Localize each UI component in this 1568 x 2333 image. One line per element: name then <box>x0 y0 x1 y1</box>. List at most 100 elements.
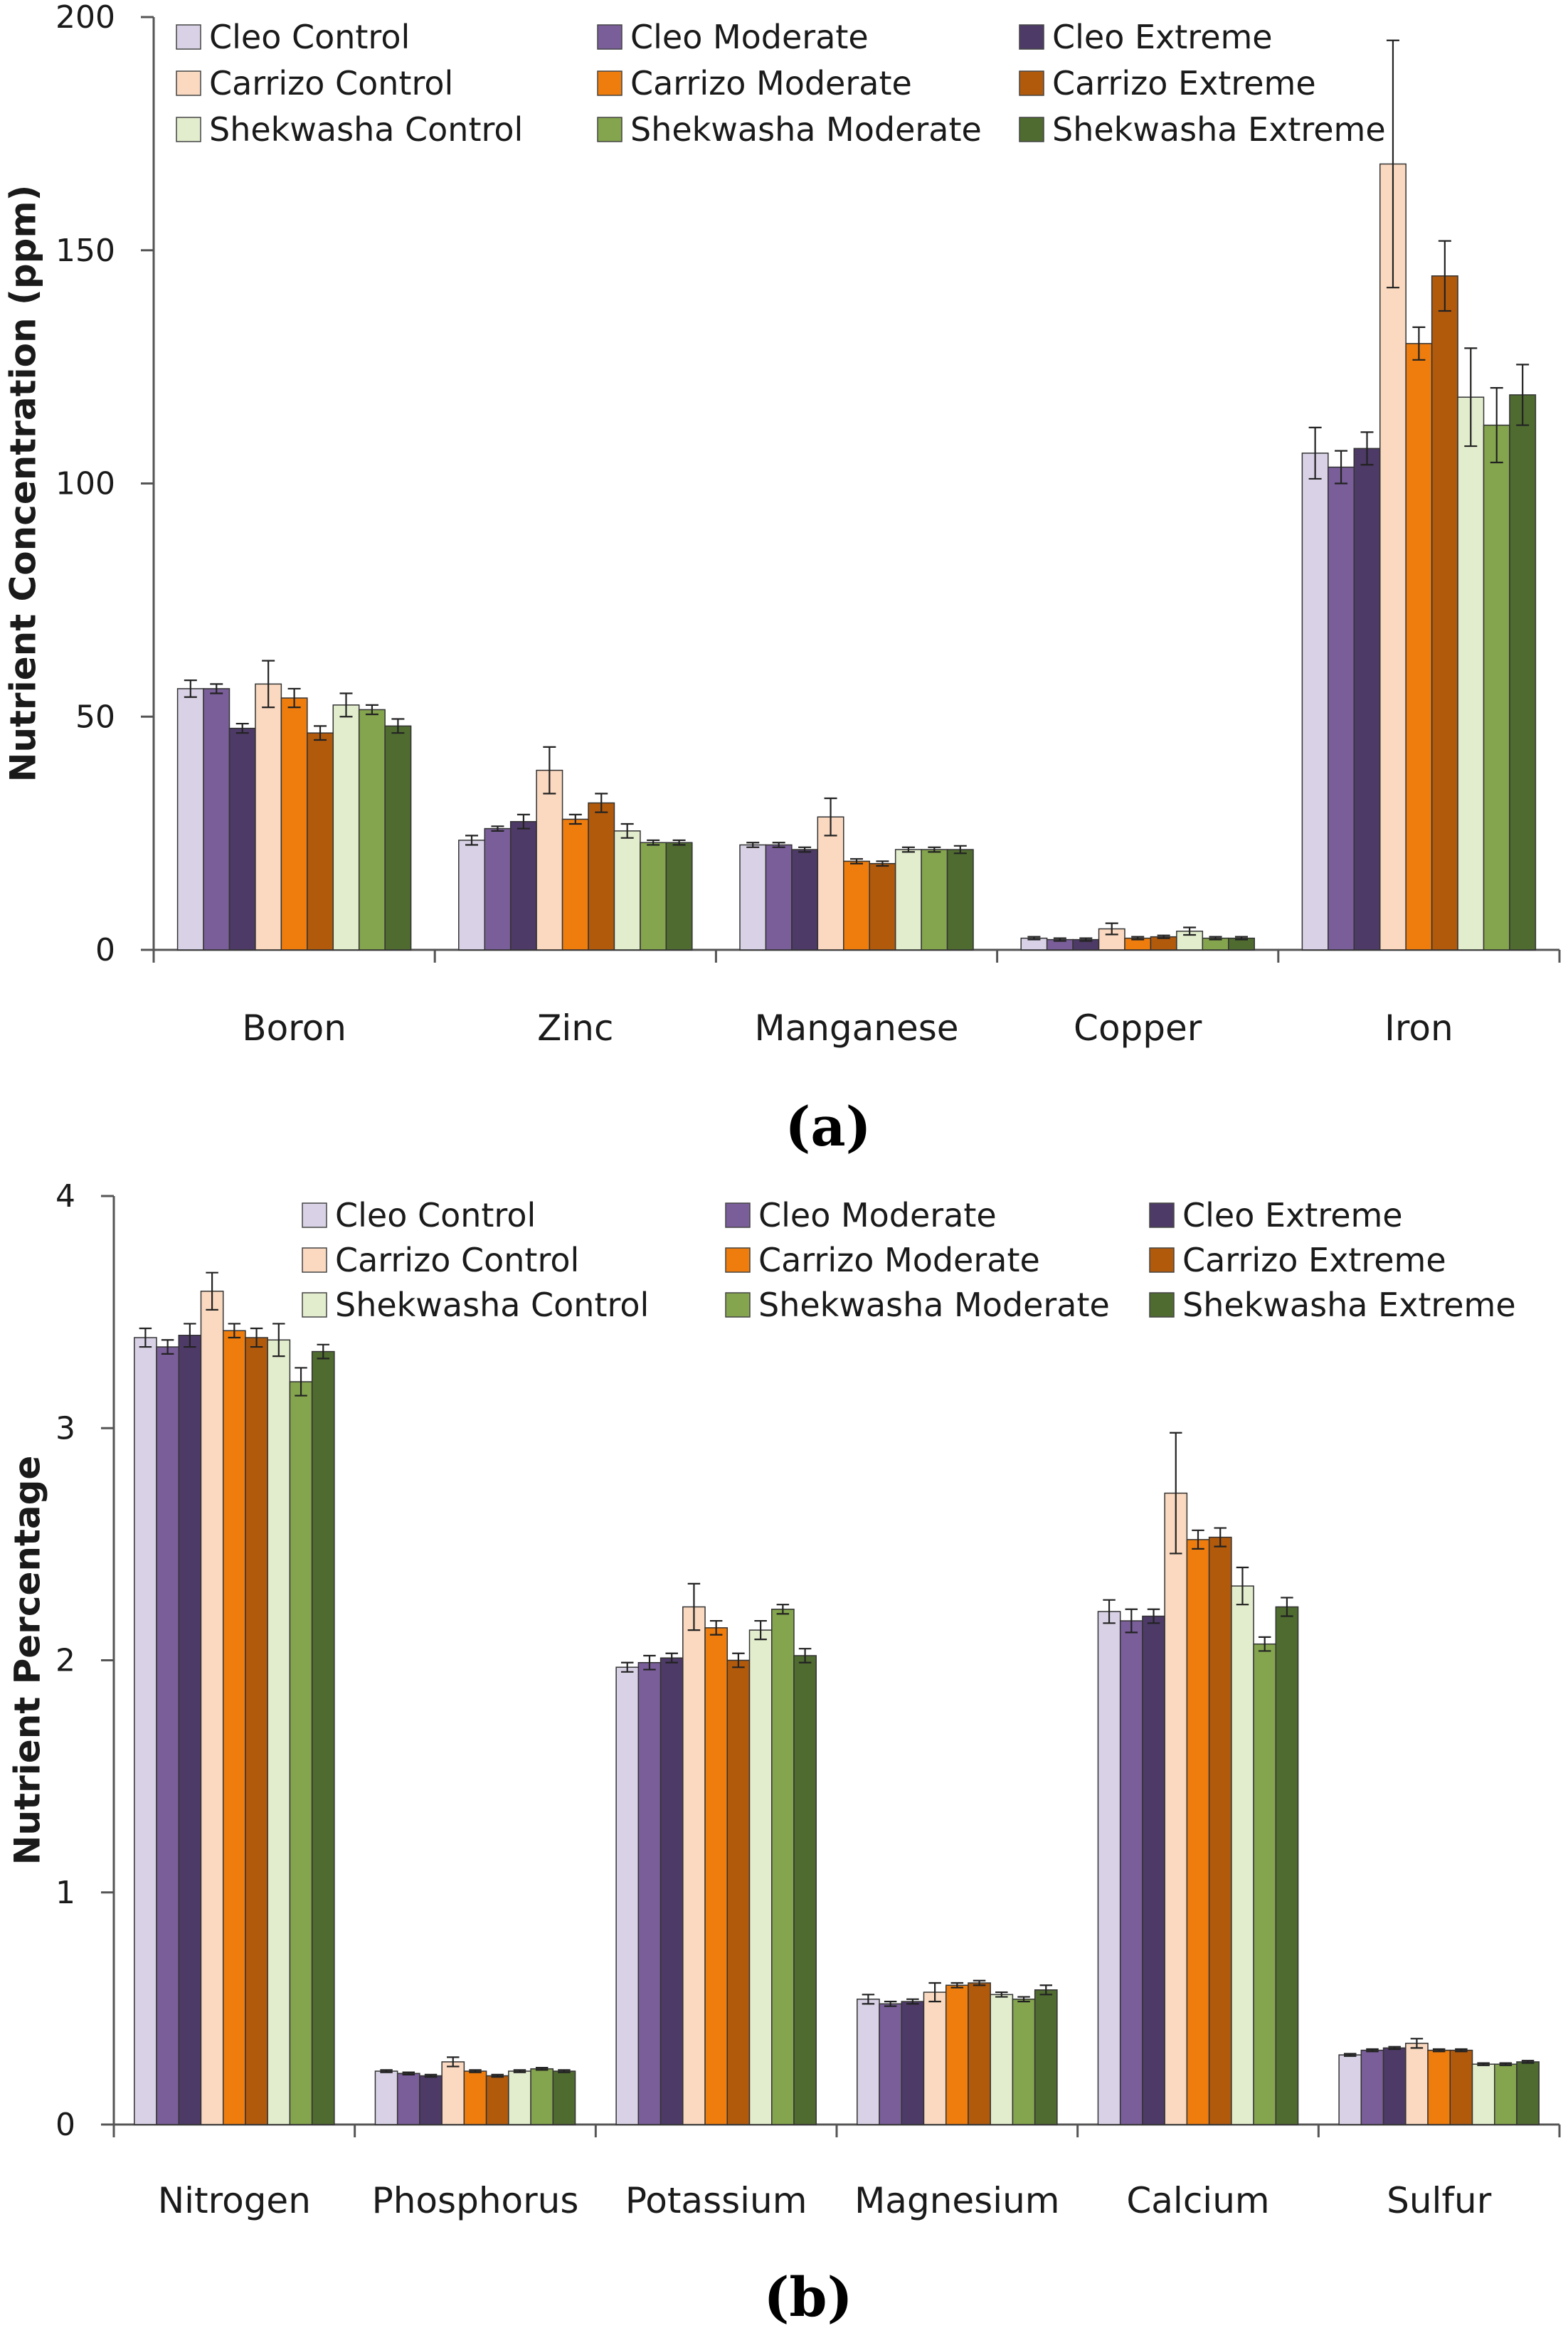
error-bar <box>746 842 760 848</box>
bar <box>946 849 974 951</box>
y-axis-label: Nutrient Percentage <box>7 1456 48 1866</box>
error-bar <box>543 746 556 795</box>
bar <box>1483 424 1510 951</box>
error-bar <box>643 1654 656 1671</box>
bar <box>1471 2063 1495 2125</box>
error-bar <box>798 846 812 853</box>
bar <box>1427 2049 1451 2125</box>
error-bar <box>235 722 249 734</box>
bar <box>156 1346 180 2125</box>
bar <box>923 1991 947 2125</box>
error-bar <box>754 1619 767 1641</box>
error-bar <box>365 704 378 716</box>
error-bar <box>1236 1566 1249 1606</box>
legend-label: Cleo Moderate <box>758 1196 997 1234</box>
bar <box>134 1337 157 2125</box>
bar <box>1097 1611 1121 2125</box>
legend-label: Carrizo Control <box>209 64 453 102</box>
bar <box>770 1608 795 2125</box>
legend-swatch <box>725 1292 751 1318</box>
error-bar <box>850 858 863 864</box>
bar <box>879 2003 903 2125</box>
bar <box>1516 2061 1540 2125</box>
error-bar <box>1455 2048 1468 2053</box>
legend-label: Shekwasha Control <box>335 1286 649 1324</box>
bar <box>1301 453 1329 951</box>
error-bar <box>287 687 301 709</box>
error-bar <box>776 1604 790 1615</box>
bar <box>726 1659 751 2125</box>
error-bar <box>1017 1996 1030 2003</box>
y-tick-label: 0 <box>95 932 115 968</box>
error-bar <box>402 2071 415 2075</box>
legend-item: Cleo Control <box>302 1196 536 1234</box>
bar <box>1164 1492 1188 2125</box>
legend-item: Cleo Moderate <box>597 18 869 56</box>
error-bar <box>1410 2038 1424 2049</box>
legend-item: Shekwasha Control <box>302 1286 649 1324</box>
bar <box>640 842 667 951</box>
legend-swatch <box>725 1202 751 1228</box>
category-label: Sulfur <box>1387 2180 1492 2221</box>
error-bar <box>1234 936 1248 941</box>
error-bar <box>447 2056 460 2068</box>
legend-label: Shekwasha Moderate <box>758 1286 1110 1324</box>
error-bar <box>250 1327 263 1348</box>
bar <box>1457 396 1485 951</box>
bar <box>245 1337 268 2125</box>
bar <box>682 1606 706 2125</box>
error-bar <box>1386 39 1399 289</box>
error-bar <box>1192 1529 1204 1550</box>
category-label: Phosphorus <box>372 2180 579 2221</box>
error-bar <box>1335 450 1348 485</box>
legend-label: Carrizo Extreme <box>1052 64 1316 102</box>
error-bar <box>513 2069 526 2073</box>
error-bar <box>206 1271 218 1311</box>
error-bar <box>465 835 479 846</box>
y-tick-label: 200 <box>55 0 115 36</box>
error-bar <box>928 1982 941 2003</box>
legend-swatch <box>597 24 623 50</box>
bar <box>552 2070 576 2125</box>
legend-label: Carrizo Control <box>335 1241 579 1279</box>
bar <box>1328 466 1355 951</box>
bar <box>374 2070 398 2125</box>
error-bar <box>672 839 686 846</box>
error-bar <box>901 846 915 853</box>
error-bar <box>1103 1599 1116 1624</box>
error-bar <box>1438 240 1451 312</box>
error-bar <box>491 825 504 832</box>
error-bar <box>1214 1527 1227 1548</box>
category-label: Iron <box>1384 1007 1453 1049</box>
error-bar <box>1183 926 1197 936</box>
bar <box>441 2061 465 2125</box>
bar <box>869 862 896 951</box>
error-bar <box>184 679 197 698</box>
error-bar <box>1125 1608 1138 1634</box>
bar <box>508 2070 531 2125</box>
bar <box>843 860 870 951</box>
legend-item: Cleo Control <box>176 18 410 56</box>
error-bar <box>732 1652 745 1668</box>
legend-label: Cleo Extreme <box>1052 18 1273 56</box>
bar <box>1034 1989 1058 2125</box>
bar <box>659 1657 684 2125</box>
error-bar <box>1147 1608 1160 1624</box>
category-label: Magnesium <box>854 2180 1059 2221</box>
legend-item: Shekwasha Extreme <box>1149 1286 1516 1324</box>
error-bar <box>339 692 353 718</box>
error-bar <box>862 1994 875 2005</box>
legend-item: Carrizo Control <box>302 1241 579 1279</box>
legend-item: Cleo Extreme <box>1019 18 1273 56</box>
bar <box>1360 2049 1384 2125</box>
legend-item: Carrizo Control <box>176 64 453 102</box>
bar <box>894 849 922 951</box>
error-bar <box>295 1367 307 1397</box>
bar <box>396 2073 420 2125</box>
error-bar <box>1499 2062 1513 2066</box>
category-label: Manganese <box>754 1007 958 1049</box>
bar <box>990 1994 1014 2125</box>
bar <box>791 849 819 951</box>
bar <box>203 688 231 951</box>
error-bar <box>1209 936 1222 941</box>
